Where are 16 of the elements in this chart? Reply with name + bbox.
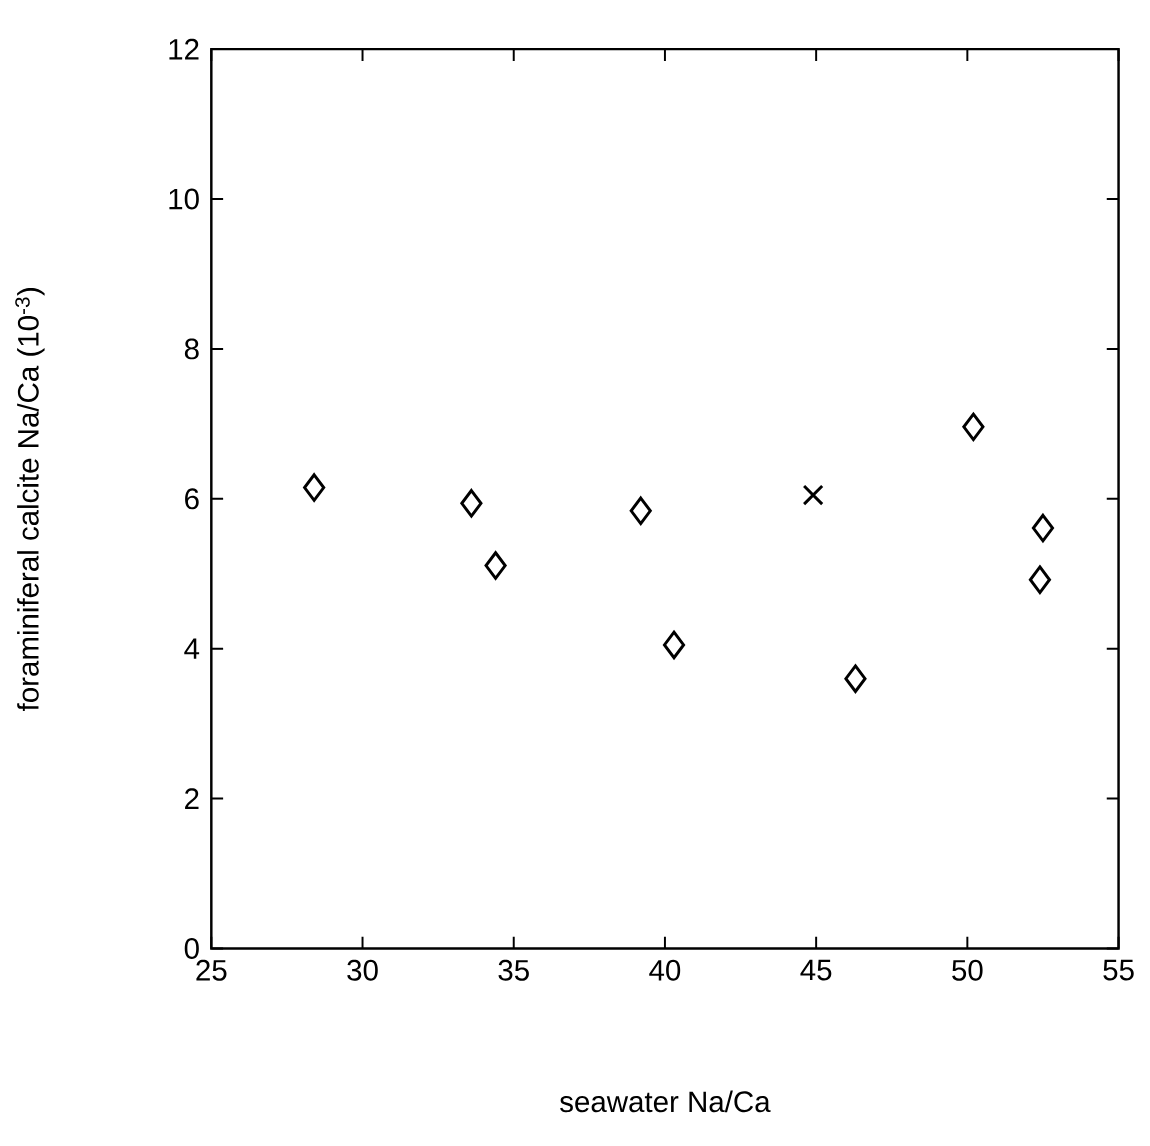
y-tick-label: 4	[184, 638, 200, 659]
x-tick-label: 55	[1103, 959, 1134, 981]
y-tick-label: 2	[185, 788, 199, 809]
y-tick-label: 6	[185, 488, 199, 510]
y-tick-label: 8	[184, 338, 199, 360]
x-tick-label: 35	[498, 959, 529, 981]
y-tick-label: 10	[169, 188, 199, 210]
y-axis-title: foraminiferal calcite Na/Ca (10$^{-3}$)	[15, 287, 45, 711]
x-tick-label: 40	[649, 959, 681, 981]
x-tick-label: 25	[196, 959, 227, 981]
y-tick-label: 0	[184, 938, 199, 959]
y-tick-label: 12	[169, 38, 199, 60]
x-tick-label: 50	[952, 959, 983, 981]
x-tick-label: 30	[347, 959, 378, 981]
x-axis-title: seawater Na/Ca	[560, 1090, 771, 1113]
x-tick-label: 45	[800, 959, 832, 981]
